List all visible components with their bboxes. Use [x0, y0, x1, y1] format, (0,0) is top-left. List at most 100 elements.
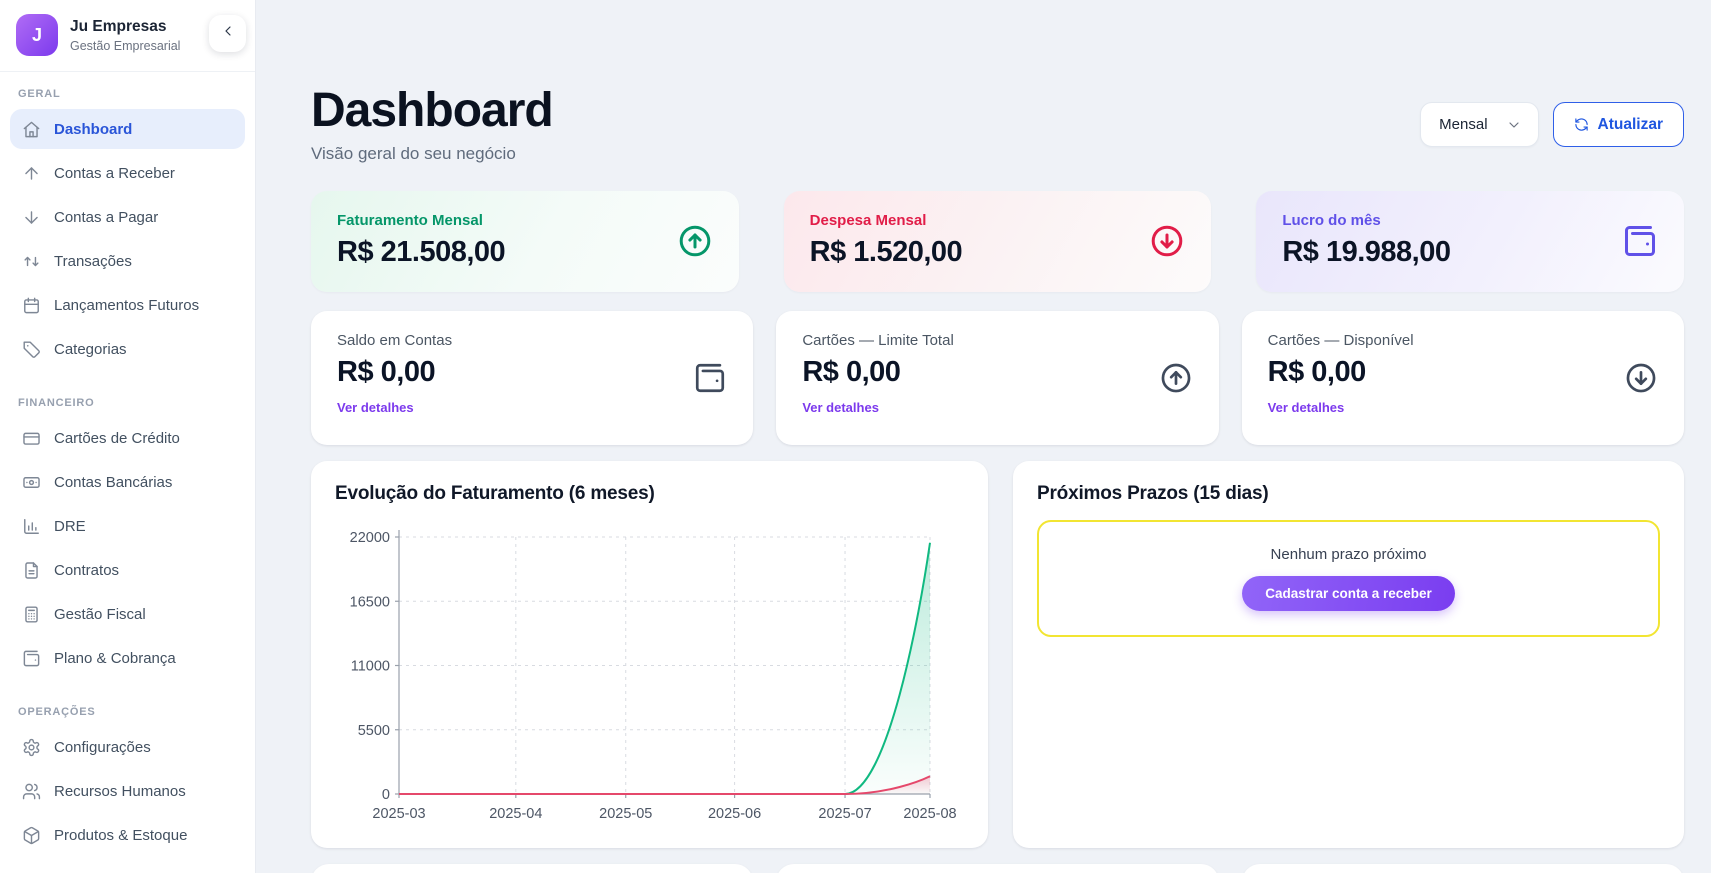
credit-card-icon — [22, 429, 41, 448]
partial-card — [1241, 863, 1684, 873]
banknote-icon — [22, 473, 41, 492]
summary-card-label: Cartões — Limite Total — [802, 331, 954, 349]
ver-detalhes-link[interactable]: Ver detalhes — [1267, 399, 1345, 415]
sidebar-item-contratos[interactable]: Contratos — [10, 550, 245, 590]
wallet-icon — [1622, 223, 1658, 259]
deadlines-panel: Próximos Prazos (15 dias) Nenhum prazo p… — [1013, 460, 1684, 848]
circle-arrow-up-icon — [1159, 361, 1193, 395]
sidebar-item-produtos-estoque[interactable]: Produtos & Estoque — [10, 815, 245, 855]
deadlines-empty-box: Nenhum prazo próximo Cadastrar conta a r… — [1037, 519, 1660, 637]
tag-icon — [22, 340, 41, 359]
refresh-button-label: Atualizar — [1597, 115, 1663, 133]
svg-text:2025-06: 2025-06 — [708, 806, 761, 822]
sidebar-item-label: Lançamentos Futuros — [54, 296, 200, 314]
stat-card-lucro-do-mes: Lucro do mês R$ 19.988,00 — [1256, 190, 1684, 292]
chevron-down-icon — [1506, 117, 1522, 133]
stat-card-faturamento-mensal: Faturamento Mensal R$ 21.508,00 — [311, 190, 739, 292]
nav-section-label-geral: GERAL — [18, 88, 61, 100]
summary-card-saldo-em-contas: Saldo em Contas R$ 0,00 Ver detalhes — [311, 310, 754, 445]
sidebar-item-label: Gestão Fiscal — [54, 605, 146, 623]
svg-text:0: 0 — [382, 787, 390, 803]
calendar-icon — [22, 296, 41, 315]
nav-section-label-financeiro: FINANCEIRO — [18, 397, 95, 409]
circle-arrow-up-icon — [677, 223, 713, 259]
file-text-icon — [22, 561, 41, 580]
register-receivable-button[interactable]: Cadastrar conta a receber — [1242, 575, 1455, 611]
page-header: Dashboard Visão geral do seu negócio Men… — [311, 85, 1684, 164]
ver-detalhes-link[interactable]: Ver detalhes — [802, 399, 879, 415]
period-select-value: Mensal — [1439, 116, 1488, 133]
brand: J Ju Empresas Gestão Empresarial — [0, 0, 255, 72]
brand-name: Ju Empresas — [70, 18, 167, 36]
summary-card-value: R$ 0,00 — [1267, 355, 1367, 388]
svg-text:2025-03: 2025-03 — [372, 806, 425, 822]
sidebar-item-label: Produtos & Estoque — [54, 826, 188, 844]
wallet-icon — [693, 361, 727, 395]
stat-card-value: R$ 19.988,00 — [1282, 235, 1451, 268]
stat-card-value: R$ 1.520,00 — [809, 235, 963, 268]
svg-text:2025-07: 2025-07 — [818, 806, 871, 822]
sidebar-item-dre[interactable]: DRE — [10, 506, 245, 546]
brand-subtitle: Gestão Empresarial — [70, 38, 181, 53]
avatar: J — [16, 14, 58, 56]
svg-text:22000: 22000 — [350, 530, 390, 546]
sidebar-item-gestao-fiscal[interactable]: Gestão Fiscal — [10, 594, 245, 634]
sidebar-nav: GERAL Dashboard Contas a Receber Contas … — [0, 88, 255, 855]
sidebar-item-configuracoes[interactable]: Configurações — [10, 727, 245, 767]
sidebar-item-label: Categorias — [54, 340, 127, 358]
arrows-up-down-icon — [22, 252, 41, 271]
arrow-down-icon — [22, 208, 41, 227]
main-content: Dashboard Visão geral do seu negócio Men… — [256, 0, 1711, 873]
sidebar-item-categorias[interactable]: Categorias — [10, 329, 245, 369]
sidebar-item-transacoes[interactable]: Transações — [10, 241, 245, 281]
summary-cards-row: Saldo em Contas R$ 0,00 Ver detalhes Car… — [311, 310, 1684, 445]
wallet-icon — [22, 649, 41, 668]
charts-row: Evolução do Faturamento (6 meses) 0 5500 1… — [311, 460, 1684, 848]
sidebar-item-label: Configurações — [54, 738, 151, 756]
circle-arrow-down-icon — [1149, 223, 1185, 259]
sidebar-item-label: Plano & Cobrança — [54, 649, 176, 667]
brand-text: Ju Empresas Gestão Empresarial — [70, 17, 180, 52]
sidebar-item-label: Cartões de Crédito — [54, 429, 180, 447]
ver-detalhes-link[interactable]: Ver detalhes — [337, 399, 414, 415]
page-subtitle: Visão geral do seu negócio — [311, 143, 516, 163]
stat-card-value: R$ 21.508,00 — [337, 235, 506, 268]
sidebar-item-label: Dashboard — [54, 120, 133, 138]
sidebar-collapse-button[interactable] — [209, 15, 246, 52]
arrow-up-icon — [22, 164, 41, 183]
sidebar-item-contas-a-pagar[interactable]: Contas a Pagar — [10, 197, 245, 237]
page-header-titles: Dashboard Visão geral do seu negócio — [311, 85, 554, 164]
sidebar-item-dashboard[interactable]: Dashboard — [10, 109, 245, 149]
chevron-left-icon — [220, 23, 236, 44]
sidebar-item-lancamentos-futuros[interactable]: Lançamentos Futuros — [10, 285, 245, 325]
stat-card-label: Lucro do mês — [1282, 211, 1381, 229]
svg-text:16500: 16500 — [350, 594, 390, 610]
stat-card-label: Faturamento Mensal — [337, 211, 483, 229]
sidebar-item-cartoes-de-credito[interactable]: Cartões de Crédito — [10, 418, 245, 458]
svg-text:2025-08: 2025-08 — [903, 806, 956, 822]
next-cards-row-partial — [311, 863, 1684, 873]
svg-text:11000: 11000 — [351, 658, 390, 674]
svg-text:2025-04: 2025-04 — [489, 806, 542, 822]
nav-section-label-operacoes: OPERAÇÕES — [18, 706, 96, 718]
sidebar-item-label: Contas a Receber — [54, 164, 175, 182]
calculator-icon — [22, 605, 41, 624]
summary-card-value: R$ 0,00 — [337, 355, 436, 388]
summary-card-value: R$ 0,00 — [802, 355, 901, 388]
home-icon — [22, 120, 41, 139]
period-select[interactable]: Mensal — [1420, 102, 1539, 147]
partial-card — [776, 863, 1219, 873]
stat-card-label: Despesa Mensal — [809, 211, 927, 229]
partial-card — [311, 863, 754, 873]
refresh-button[interactable]: Atualizar — [1552, 102, 1684, 147]
sidebar-item-contas-bancarias[interactable]: Contas Bancárias — [10, 462, 245, 502]
deadlines-title: Próximos Prazos (15 dias) — [1037, 482, 1269, 504]
summary-card-cartoes-disponivel: Cartões — Disponível R$ 0,00 Ver detalhe… — [1241, 310, 1684, 445]
circle-arrow-down-icon — [1624, 361, 1658, 395]
sidebar-item-contas-a-receber[interactable]: Contas a Receber — [10, 153, 245, 193]
users-icon — [22, 782, 41, 801]
sidebar-item-recursos-humanos[interactable]: Recursos Humanos — [10, 771, 245, 811]
sidebar-item-plano-cobranca[interactable]: Plano & Cobrança — [10, 638, 245, 678]
sidebar-item-label: Transações — [54, 252, 132, 270]
